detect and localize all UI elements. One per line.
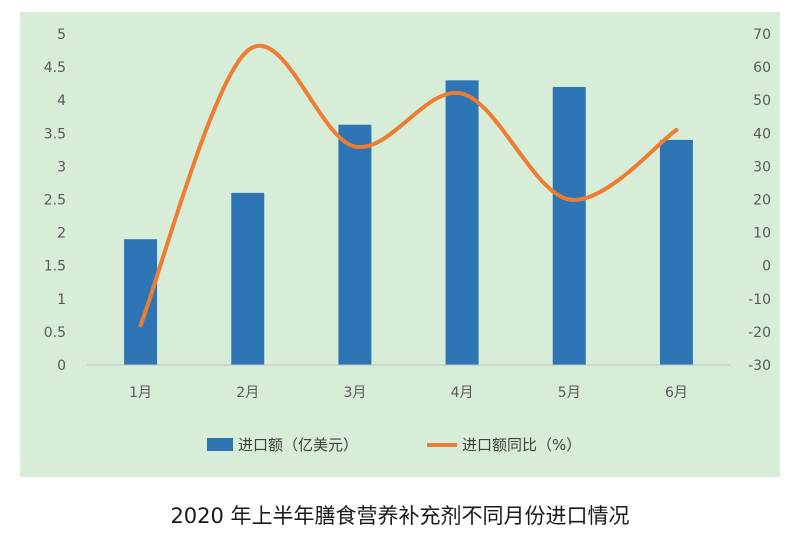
left-tick-label: 4.5 (44, 60, 66, 76)
x-tick-label: 3月 (343, 385, 366, 401)
right-tick-label: 30 (753, 159, 771, 175)
right-tick-label: 50 (753, 93, 771, 109)
chart-caption: 2020 年上半年膳食营养补充剂不同月份进口情况 (170, 504, 630, 528)
left-tick-label: 1 (57, 292, 66, 308)
x-tick-label: 6月 (665, 385, 688, 401)
bar-3 (338, 124, 372, 365)
left-tick-label: 4 (57, 93, 66, 109)
x-axis: 1月 2月 3月 4月 5月 6月 (87, 364, 730, 401)
right-tick-label: 60 (753, 60, 771, 76)
left-tick-label: 3 (57, 159, 66, 175)
right-tick-label: 20 (753, 193, 771, 209)
x-tick-label: 1月 (129, 385, 152, 401)
right-axis: -30 -20 -10 0 10 20 30 40 50 60 70 (748, 27, 771, 374)
left-axis: 0 0.5 1 1.5 2 2.5 3 3.5 4 4.5 5 (44, 27, 66, 374)
legend: 进口额（亿美元） 进口额同比（%） (207, 436, 581, 454)
legend-bar-label: 进口额（亿美元） (238, 436, 358, 454)
left-tick-label: 0 (57, 358, 66, 374)
yoy-line (138, 43, 679, 328)
right-tick-label: -20 (748, 325, 771, 341)
left-tick-label: 3.5 (44, 126, 66, 142)
bar-2 (231, 192, 265, 365)
legend-bar-swatch (207, 438, 233, 451)
left-tick-label: 0.5 (44, 325, 66, 341)
right-tick-label: 40 (753, 126, 771, 142)
x-tick-label: 2月 (236, 385, 259, 401)
bars (124, 80, 693, 366)
right-tick-label: 70 (753, 27, 771, 43)
bar-5 (552, 86, 586, 366)
bar-1 (124, 239, 158, 365)
line-series (138, 43, 679, 328)
right-tick-label: -30 (748, 358, 771, 374)
right-tick-label: 0 (762, 259, 771, 275)
left-tick-label: 1.5 (44, 259, 66, 275)
x-tick-label: 5月 (558, 385, 581, 401)
left-tick-label: 2 (57, 226, 66, 242)
x-tick-label: 4月 (451, 385, 474, 401)
legend-line-label: 进口额同比（%） (462, 436, 581, 454)
right-tick-label: 10 (753, 226, 771, 242)
right-tick-label: -10 (748, 292, 771, 308)
bar-6 (659, 139, 693, 365)
left-tick-label: 5 (57, 27, 66, 43)
bar-4 (445, 80, 479, 365)
left-tick-label: 2.5 (44, 193, 66, 209)
